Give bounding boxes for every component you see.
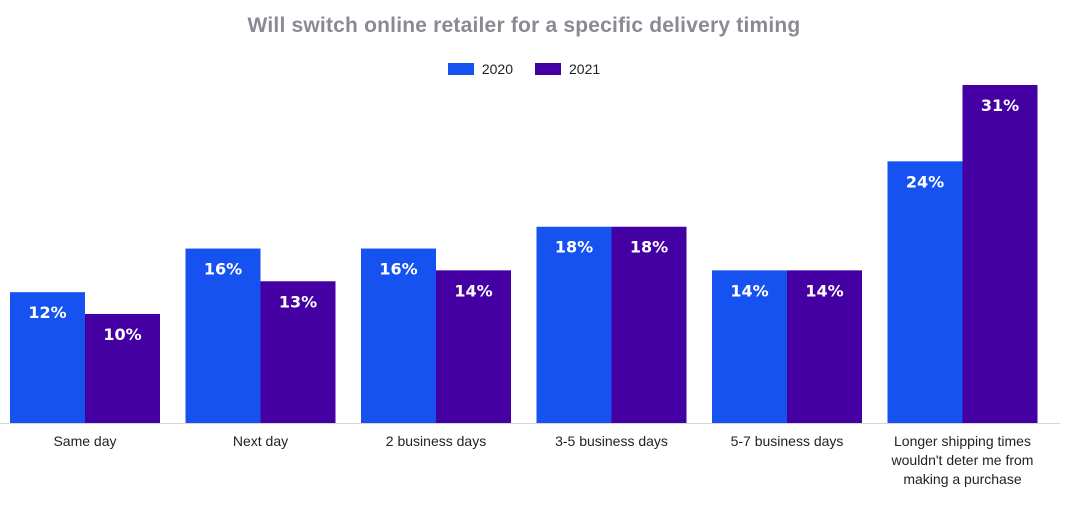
legend-item-2021: 2021 xyxy=(535,61,600,77)
bar-2021-5 xyxy=(962,85,1038,423)
legend-item-2020: 2020 xyxy=(447,61,513,77)
bar-2021-4 xyxy=(787,270,862,423)
data-label-2020-0: 12% xyxy=(28,303,66,322)
data-label-2021-1: 13% xyxy=(279,292,317,311)
bar-2020-5 xyxy=(887,161,963,424)
legend: 2020 2021 xyxy=(0,61,1048,77)
category-label-5: Longer shipping times wouldn't deter me f… xyxy=(891,433,1034,487)
category-label-2: 2 business days xyxy=(386,433,486,449)
data-label-2020-4: 14% xyxy=(730,281,768,300)
data-label-2021-3: 18% xyxy=(630,238,668,257)
category-label-3: 3-5 business days xyxy=(555,433,668,449)
category-label-4: 5-7 business days xyxy=(731,433,844,449)
bar-2020-3 xyxy=(536,226,612,423)
data-label-2020-3: 18% xyxy=(555,238,593,257)
bar-2021-0 xyxy=(85,313,160,423)
bar-2020-1 xyxy=(185,248,261,423)
data-label-2020-5: 24% xyxy=(906,172,944,191)
category-label-1: Next day xyxy=(233,433,288,449)
legend-swatch-2020 xyxy=(447,63,474,75)
bar-2020-4 xyxy=(712,270,787,423)
legend-label-2020: 2020 xyxy=(481,61,513,77)
bar-2021-1 xyxy=(260,281,336,423)
bar-2021-2 xyxy=(436,270,511,423)
bar-2020-2 xyxy=(361,248,436,423)
bar-2021-3 xyxy=(611,226,687,423)
bar-2020-0 xyxy=(10,292,85,423)
data-label-2020-2: 16% xyxy=(379,260,417,279)
chart-title: Will switch online retailer for a specif… xyxy=(247,14,801,37)
data-label-2021-4: 14% xyxy=(805,281,843,300)
data-label-2021-2: 14% xyxy=(454,281,492,300)
legend-swatch-2021 xyxy=(535,63,561,75)
legend-label-2021: 2021 xyxy=(569,61,601,77)
category-label-0: Same day xyxy=(53,433,116,449)
data-label-2021-0: 10% xyxy=(103,325,141,344)
data-label-2021-5: 31% xyxy=(981,96,1019,115)
data-label-2020-1: 16% xyxy=(204,260,242,279)
